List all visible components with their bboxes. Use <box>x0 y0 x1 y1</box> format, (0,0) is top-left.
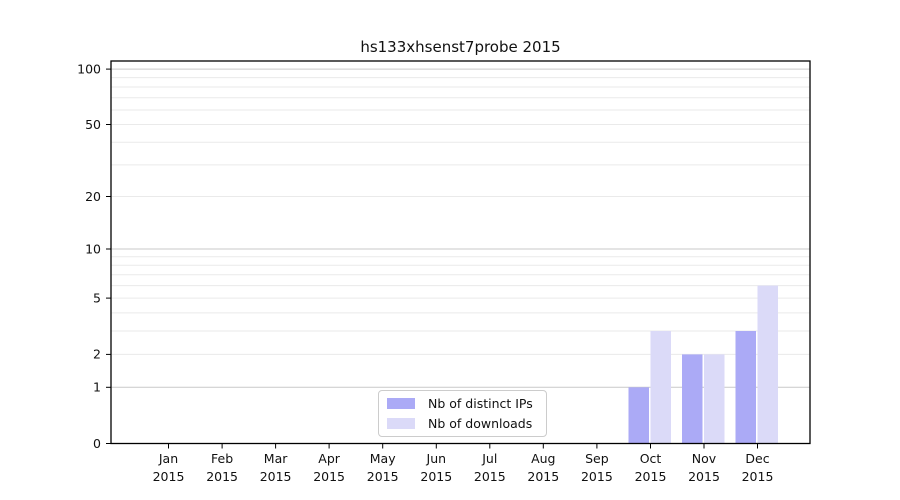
x-tick-label: Mar 2015 <box>260 451 292 484</box>
bar-nb-of-distinct-ips-dec <box>735 331 756 444</box>
x-tick-label: Apr 2015 <box>313 451 345 484</box>
bar-nb-of-downloads-nov <box>704 354 725 444</box>
x-tick-label-month: Jul <box>481 451 497 466</box>
y-tick-label: 50 <box>85 117 101 132</box>
x-tick-label: Dec 2015 <box>742 451 774 484</box>
x-tick-label: Feb 2015 <box>206 451 238 484</box>
x-tick-label: Jul 2015 <box>474 451 506 484</box>
legend: Nb of distinct IPs Nb of downloads <box>378 390 547 437</box>
legend-swatch-distinct-ips <box>387 398 415 409</box>
x-tick-label-month: May <box>370 451 396 466</box>
x-tick-label: Nov 2015 <box>688 451 720 484</box>
legend-label-distinct-ips: Nb of distinct IPs <box>428 396 533 411</box>
legend-label-downloads: Nb of downloads <box>428 416 533 431</box>
x-tick-label-year: 2015 <box>260 469 292 484</box>
x-tick-label-month: Oct <box>640 451 662 466</box>
x-tick-label: May 2015 <box>367 451 399 484</box>
x-tick-label-month: Nov <box>692 451 717 466</box>
x-tick-label-month: Dec <box>745 451 769 466</box>
x-tick-label: Oct 2015 <box>635 451 667 484</box>
x-tick-label-year: 2015 <box>688 469 720 484</box>
x-tick-label-year: 2015 <box>527 469 559 484</box>
x-tick-label-year: 2015 <box>153 469 185 484</box>
x-tick-label-year: 2015 <box>206 469 238 484</box>
x-tick-label-month: Sep <box>585 451 609 466</box>
y-tick-label: 1 <box>93 380 101 395</box>
y-tick-label: 20 <box>85 189 101 204</box>
x-tick-label-year: 2015 <box>474 469 506 484</box>
y-tick-label: 0 <box>93 436 101 451</box>
bar-nb-of-distinct-ips-nov <box>682 354 703 444</box>
y-tick-label: 100 <box>77 61 101 76</box>
x-tick-label-year: 2015 <box>635 469 667 484</box>
x-tick-label-year: 2015 <box>367 469 399 484</box>
x-tick-label-month: Feb <box>211 451 233 466</box>
x-tick-label-month: Jun <box>426 451 447 466</box>
x-tick-label-month: Aug <box>531 451 555 466</box>
x-tick-label-year: 2015 <box>420 469 452 484</box>
legend-entry-distinct-ips: Nb of distinct IPs <box>387 395 538 412</box>
x-tick-label: Aug 2015 <box>527 451 559 484</box>
y-tick-label: 10 <box>85 241 101 256</box>
y-tick-label: 2 <box>93 347 101 362</box>
x-tick-label-month: Jan <box>158 451 178 466</box>
x-tick-label: Jun 2015 <box>420 451 452 484</box>
x-tick-label-year: 2015 <box>581 469 613 484</box>
bar-nb-of-distinct-ips-oct <box>628 387 649 444</box>
x-tick-label-month: Apr <box>318 451 340 466</box>
legend-entry-downloads: Nb of downloads <box>387 415 538 432</box>
legend-swatch-downloads <box>387 418 415 429</box>
x-tick-label-year: 2015 <box>742 469 774 484</box>
x-tick-label-year: 2015 <box>313 469 345 484</box>
bar-nb-of-downloads-oct <box>650 331 671 444</box>
x-tick-label: Sep 2015 <box>581 451 613 484</box>
chart-title: hs133xhsenst7probe 2015 <box>360 38 561 56</box>
x-tick-label-month: Mar <box>264 451 288 466</box>
x-tick-label: Jan 2015 <box>153 451 185 484</box>
plot-border <box>110 60 811 445</box>
bar-nb-of-downloads-dec <box>757 285 778 444</box>
y-tick-label: 5 <box>93 290 101 305</box>
